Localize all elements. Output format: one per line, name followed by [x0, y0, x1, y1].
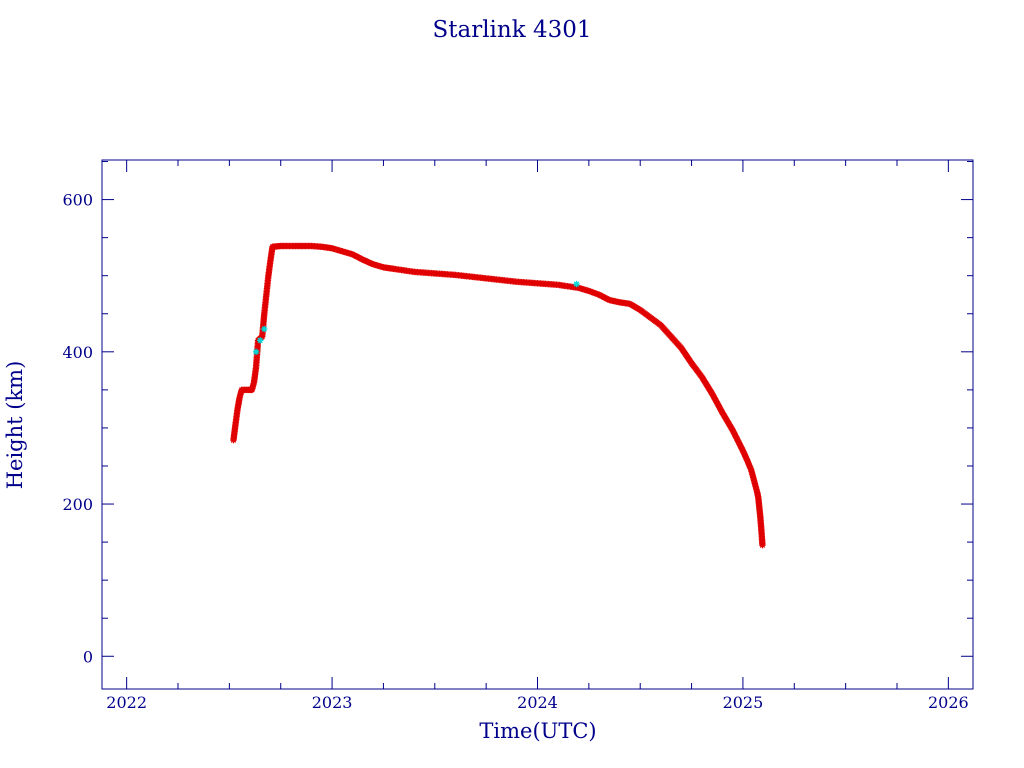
data-point-alt [261, 325, 268, 333]
axis-tick-labels: 2022 2023 2024 2025 2026 0 200 400 600 [62, 191, 968, 712]
x-tick-label: 2025 [723, 693, 764, 712]
data-point-alt [573, 280, 580, 288]
x-axis-label: Time(UTC) [479, 719, 596, 743]
y-tick-label: 200 [62, 495, 93, 514]
y-tick-label: 600 [62, 191, 93, 210]
data-point-alt [252, 348, 260, 356]
chart-title: Starlink 4301 [432, 17, 591, 43]
y-tick-label: 400 [62, 343, 93, 362]
series-trace-line [233, 245, 763, 546]
x-tick-label: 2026 [928, 693, 969, 712]
y-tick-label: 0 [83, 647, 93, 666]
x-tick-label: 2022 [106, 693, 147, 712]
axis-ticks [102, 160, 973, 689]
data-point-alt [256, 337, 264, 344]
data-point [759, 541, 766, 549]
x-tick-label: 2023 [312, 693, 353, 712]
data-points [230, 242, 766, 549]
y-axis-label: Height (km) [3, 361, 27, 490]
x-tick-label: 2024 [517, 693, 558, 712]
